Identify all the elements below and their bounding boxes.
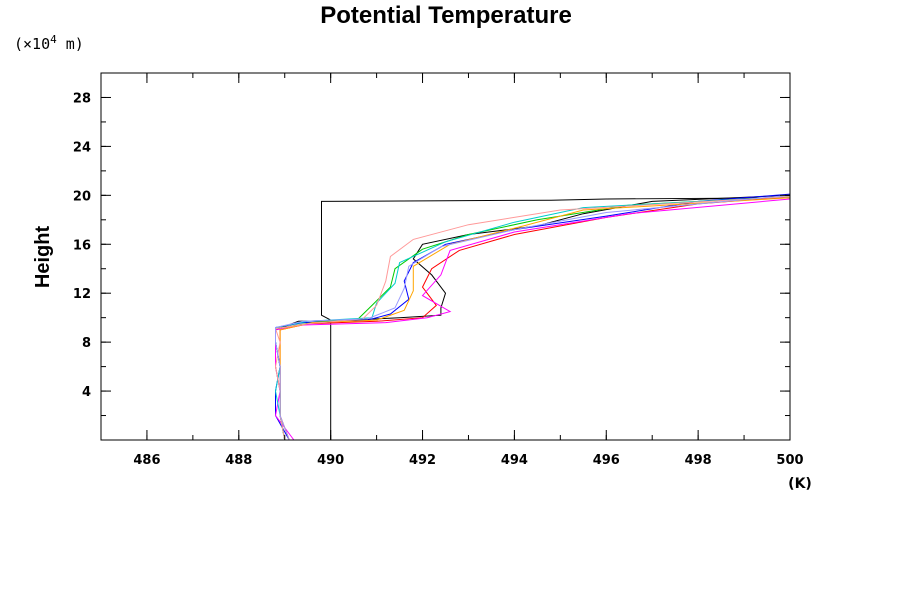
chart-title: Potential Temperature	[320, 2, 572, 29]
x-tick-label: 500	[776, 453, 803, 468]
x-tick-label: 490	[317, 453, 344, 468]
y-unit-suffix: m)	[57, 35, 84, 53]
series-line-2	[275, 194, 791, 441]
y-axis-label: Height	[32, 226, 54, 289]
y-tick-label: 16	[73, 238, 91, 253]
series-line-7	[274, 196, 791, 441]
series-line-1	[321, 197, 791, 440]
y-tick-label: 20	[73, 189, 91, 204]
x-tick-label: 498	[685, 453, 712, 468]
x-tick-label: 496	[593, 453, 620, 468]
y-unit-exponent: 4	[50, 33, 57, 46]
x-unit-label: (K)	[788, 476, 812, 492]
y-unit-label: (×104 m)	[14, 33, 84, 53]
plot-frame	[100, 72, 791, 441]
series-line-10	[275, 194, 791, 441]
series-layer	[274, 193, 791, 441]
x-tick-label: 486	[133, 453, 160, 468]
x-tick-label: 494	[501, 453, 528, 468]
y-tick-label: 24	[73, 140, 91, 155]
y-tick-label: 28	[73, 91, 91, 106]
x-tick-label: 488	[225, 453, 252, 468]
y-unit-prefix: (×10	[14, 35, 50, 53]
y-tick-label: 4	[82, 385, 91, 400]
y-tick-label: 8	[82, 336, 91, 351]
y-tick-label: 12	[73, 287, 91, 302]
tick-layer: 486 488 490 492 494 496 498 500 4 8 12 16 20 24 28	[73, 73, 804, 468]
x-tick-label: 492	[409, 453, 436, 468]
